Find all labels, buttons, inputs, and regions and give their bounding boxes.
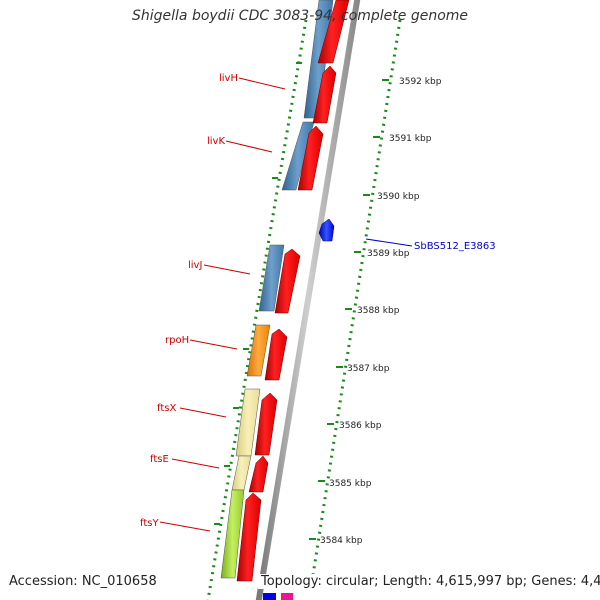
outer-tick-track xyxy=(311,19,402,576)
cds-arrow xyxy=(312,65,337,124)
gene-blocks xyxy=(220,0,334,579)
accession-text: Accession: NC_010658 xyxy=(6,574,160,589)
kbp-label: 3584 kbp xyxy=(320,536,363,546)
cds-arrow xyxy=(297,125,324,191)
cds-arrow xyxy=(254,392,278,456)
kbp-label: 3589 kbp xyxy=(367,249,410,259)
map-title: Shigella boydii CDC 3083-94, complete ge… xyxy=(131,8,469,24)
feature-leader-line xyxy=(365,238,413,247)
cds-arrow xyxy=(317,0,350,64)
gene-label-ftsY: ftsY xyxy=(140,518,159,529)
kbp-label: 3590 kbp xyxy=(377,192,420,202)
inner-track-dashes xyxy=(214,62,302,525)
partial-feature-blue xyxy=(263,593,276,600)
cds-arrow xyxy=(236,492,262,582)
feature-SbBS512_E3863 xyxy=(318,218,335,242)
inner-tick-track xyxy=(206,19,308,600)
gene-label-livJ: livJ xyxy=(188,260,202,271)
cds-arrows xyxy=(236,0,350,582)
gene-block-livK xyxy=(281,121,315,191)
gene-label-livH: livH xyxy=(219,73,238,84)
gene-block-ftsE xyxy=(231,455,252,491)
kbp-label: 3586 kbp xyxy=(339,421,382,431)
gene-label-ftsE: ftsE xyxy=(150,454,169,465)
kbp-tick-labels: 3592 kbp 3591 kbp 3590 kbp 3589 kbp 3588… xyxy=(320,77,442,546)
kbp-label: 3587 kbp xyxy=(347,364,390,374)
kbp-label: 3585 kbp xyxy=(329,479,372,489)
gene-leader-lines xyxy=(159,77,286,532)
cds-arrow xyxy=(264,328,288,381)
gene-block-rpoH xyxy=(246,324,271,377)
kbp-tick-marks xyxy=(309,79,389,540)
topology-text: Topology: circular; Length: 4,615,997 bp… xyxy=(258,574,600,589)
partial-feature-pink xyxy=(281,593,293,600)
gene-block-ftsY xyxy=(220,489,245,579)
kbp-label: 3588 kbp xyxy=(357,306,400,316)
gene-label-ftsX: ftsX xyxy=(157,403,176,414)
feature-label-SbBS512_E3863: SbBS512_E3863 xyxy=(414,241,496,252)
kbp-label: 3591 kbp xyxy=(389,134,432,144)
gene-labels: livH livK livJ rpoH ftsX ftsE ftsY xyxy=(140,73,238,529)
genome-backbone xyxy=(255,0,361,600)
gene-block-livJ xyxy=(258,244,285,312)
gene-label-rpoH: rpoH xyxy=(165,335,189,346)
cds-arrow xyxy=(274,248,301,314)
gene-label-livK: livK xyxy=(207,136,225,147)
cds-arrow xyxy=(248,455,269,493)
kbp-label: 3592 kbp xyxy=(399,77,442,87)
